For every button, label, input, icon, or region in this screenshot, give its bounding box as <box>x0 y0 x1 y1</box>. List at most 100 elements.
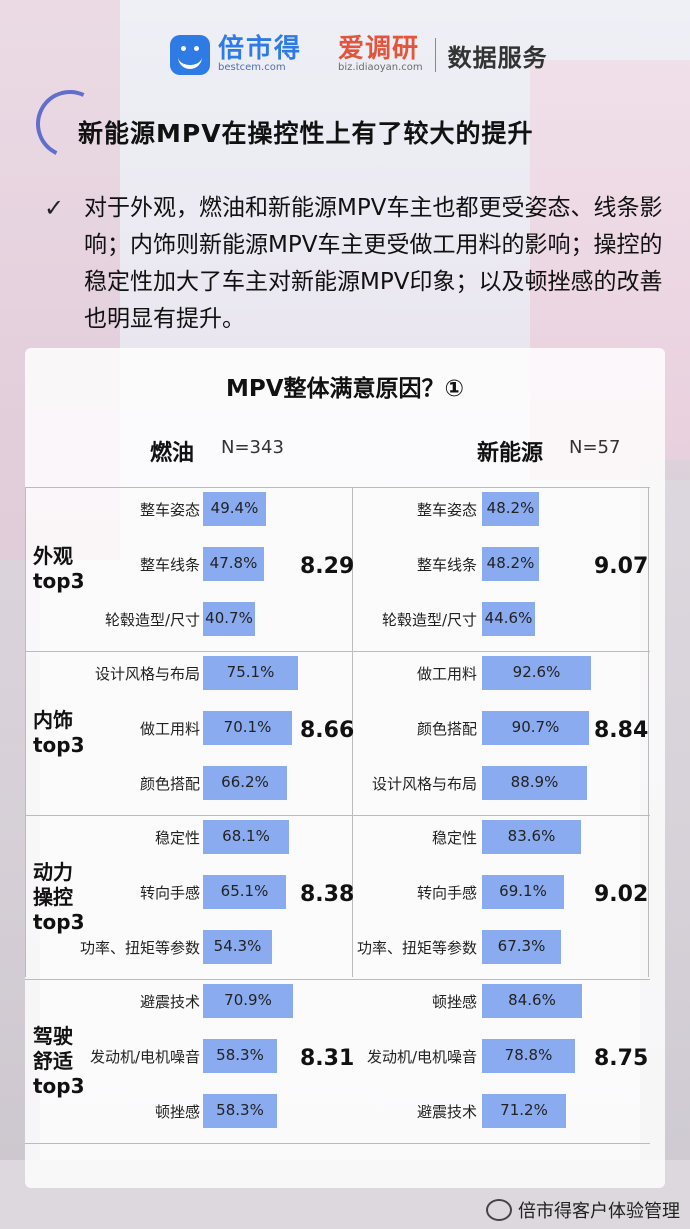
bar-value: 44.6% <box>484 609 533 627</box>
chart-title: MPV整体满意原因？① <box>225 376 465 402</box>
bar <box>203 492 266 526</box>
bar-value: 48.2% <box>486 554 535 572</box>
divider <box>434 38 436 72</box>
bar-value: 90.7% <box>511 718 560 736</box>
bar-value: 70.1% <box>223 718 272 736</box>
bar <box>482 820 581 854</box>
weibo-icon <box>486 1199 512 1221</box>
bar-value: 65.1% <box>220 882 269 900</box>
bar <box>482 1039 575 1073</box>
score: 8.75 <box>594 1046 649 1071</box>
item-label: 设计风格与布局 <box>371 775 477 793</box>
score: 8.66 <box>300 718 355 743</box>
row-divider <box>25 1143 650 1144</box>
item-label: 颜色搭配 <box>416 720 477 738</box>
bar-value: 71.2% <box>500 1101 548 1119</box>
bar-value: 49.4% <box>210 499 259 517</box>
footer-text: 倍市得客户体验管理 <box>518 1201 680 1222</box>
category-label: 动力 操控 top3 <box>33 859 85 934</box>
bar <box>203 930 272 964</box>
bar-value: 70.9% <box>224 991 272 1009</box>
checkmark-icon: ✓ <box>44 194 65 222</box>
page-title: 新能源MPV在操控性上有了较大的提升 <box>78 119 534 148</box>
bestcem-name: 倍市得 <box>218 34 303 64</box>
bar <box>482 1094 566 1128</box>
item-label: 稳定性 <box>431 829 477 847</box>
bar <box>203 1039 277 1073</box>
column-header-ev: 新能源 <box>477 441 544 466</box>
bar <box>482 766 587 800</box>
bar <box>203 547 264 581</box>
bar-value: 92.6% <box>512 663 561 681</box>
column-n-fuel: N=343 <box>221 437 284 458</box>
bar <box>482 492 539 526</box>
score: 8.84 <box>594 718 649 743</box>
bar <box>203 602 255 636</box>
item-label: 顿挫感 <box>154 1103 200 1121</box>
item-label: 做工用料 <box>139 720 200 738</box>
bar-value: 88.9% <box>510 773 559 791</box>
score: 8.29 <box>300 554 355 579</box>
summary-text: 对于外观，燃油和新能源MPV车主也都更受姿态、线条影响；内饰则新能源MPV车主更… <box>84 195 663 332</box>
bar-value: 48.2% <box>486 499 535 517</box>
bar <box>203 711 292 745</box>
bar <box>482 656 591 690</box>
score: 8.31 <box>300 1046 355 1071</box>
bestcem-logo: 倍市得 bestcem.com <box>218 36 302 74</box>
bar <box>482 930 561 964</box>
bar <box>203 820 289 854</box>
bar <box>203 875 286 909</box>
item-label: 避震技术 <box>139 993 200 1011</box>
bar-value: 58.3% <box>216 1046 264 1064</box>
item-label: 颜色搭配 <box>139 775 200 793</box>
item-label: 顿挫感 <box>431 993 477 1011</box>
bar-value: 54.3% <box>213 937 262 955</box>
column-divider <box>352 487 353 977</box>
bar <box>203 984 293 1018</box>
bar-value: 58.3% <box>216 1101 264 1119</box>
item-label: 做工用料 <box>416 665 477 683</box>
bar-value: 84.6% <box>508 991 556 1009</box>
bar <box>203 656 298 690</box>
item-label: 转向手感 <box>416 884 477 902</box>
idiaoyan-url: biz.idiaoyan.com <box>338 62 423 73</box>
bestcem-logo-icon <box>170 35 210 75</box>
bar-value: 78.8% <box>504 1046 553 1064</box>
row-divider <box>25 815 650 816</box>
item-label: 功率、扭矩等参数 <box>79 939 200 957</box>
bar-value: 68.1% <box>222 827 270 845</box>
column-divider <box>25 487 26 977</box>
service-label: 数据服务 <box>447 43 548 72</box>
row-divider <box>25 651 650 652</box>
bar-value: 47.8% <box>209 554 258 572</box>
bar-value: 69.1% <box>499 882 547 900</box>
category-label: 内饰 top3 <box>33 708 85 757</box>
item-label: 避震技术 <box>416 1103 477 1121</box>
bar <box>482 547 539 581</box>
row-divider <box>25 487 650 488</box>
bar <box>482 711 589 745</box>
item-label: 稳定性 <box>154 829 200 847</box>
item-label: 发动机/电机噪音 <box>89 1048 200 1066</box>
bar <box>482 602 535 636</box>
bestcem-url: bestcem.com <box>218 62 286 73</box>
bar-value: 75.1% <box>226 663 275 681</box>
bar-value: 40.7% <box>205 609 253 627</box>
header-logos: 倍市得 bestcem.com 爱调研 biz.idiaoyan.com 数据服… <box>170 30 548 80</box>
row-divider <box>25 979 650 980</box>
item-label: 轮毂造型/尺寸 <box>381 611 477 629</box>
column-divider <box>648 487 649 977</box>
bar <box>203 1094 277 1128</box>
item-label: 整车线条 <box>139 556 200 574</box>
bar-value: 66.2% <box>221 773 269 791</box>
bar <box>482 984 582 1018</box>
score: 8.38 <box>300 882 355 907</box>
column-header-fuel: 燃油 <box>150 441 195 466</box>
idiaoyan-name: 爱调研 <box>338 34 420 64</box>
score: 9.02 <box>594 882 649 907</box>
item-label: 设计风格与布局 <box>94 665 200 683</box>
bar-value: 83.6% <box>507 827 556 845</box>
item-label: 整车姿态 <box>139 501 200 519</box>
bar <box>482 875 564 909</box>
score: 9.07 <box>594 554 649 579</box>
